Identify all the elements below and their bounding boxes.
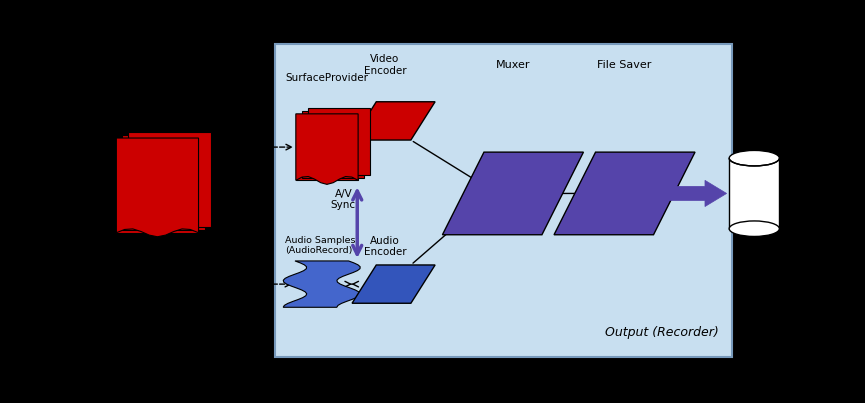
Ellipse shape	[729, 221, 779, 237]
FancyBboxPatch shape	[296, 114, 358, 181]
FancyBboxPatch shape	[123, 135, 205, 230]
Text: A/V
Sync: A/V Sync	[330, 189, 356, 210]
FancyBboxPatch shape	[129, 132, 211, 227]
Text: Muxer: Muxer	[496, 60, 530, 71]
Text: Audio Samples
(AudioRecord): Audio Samples (AudioRecord)	[285, 236, 356, 255]
Polygon shape	[554, 152, 695, 235]
Text: Audio
Encoder: Audio Encoder	[363, 236, 407, 258]
FancyBboxPatch shape	[275, 44, 732, 357]
FancyBboxPatch shape	[729, 158, 779, 229]
Polygon shape	[658, 181, 727, 206]
Polygon shape	[283, 261, 361, 307]
Polygon shape	[352, 265, 435, 303]
Polygon shape	[442, 152, 583, 235]
Text: Video
Encoder: Video Encoder	[363, 54, 407, 76]
Polygon shape	[116, 138, 199, 237]
FancyBboxPatch shape	[308, 108, 370, 175]
Text: SurfaceProvider: SurfaceProvider	[285, 73, 368, 83]
Text: Output (Recorder): Output (Recorder)	[605, 326, 719, 339]
Text: File Saver: File Saver	[598, 60, 651, 71]
Polygon shape	[296, 114, 358, 185]
Polygon shape	[352, 102, 435, 140]
FancyBboxPatch shape	[116, 138, 199, 233]
Ellipse shape	[729, 150, 779, 166]
FancyBboxPatch shape	[302, 111, 364, 177]
